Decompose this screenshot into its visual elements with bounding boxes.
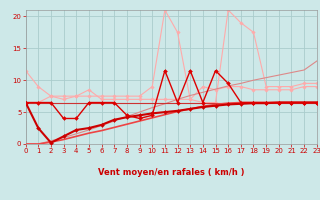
X-axis label: Vent moyen/en rafales ( km/h ): Vent moyen/en rafales ( km/h ) [98,168,244,177]
